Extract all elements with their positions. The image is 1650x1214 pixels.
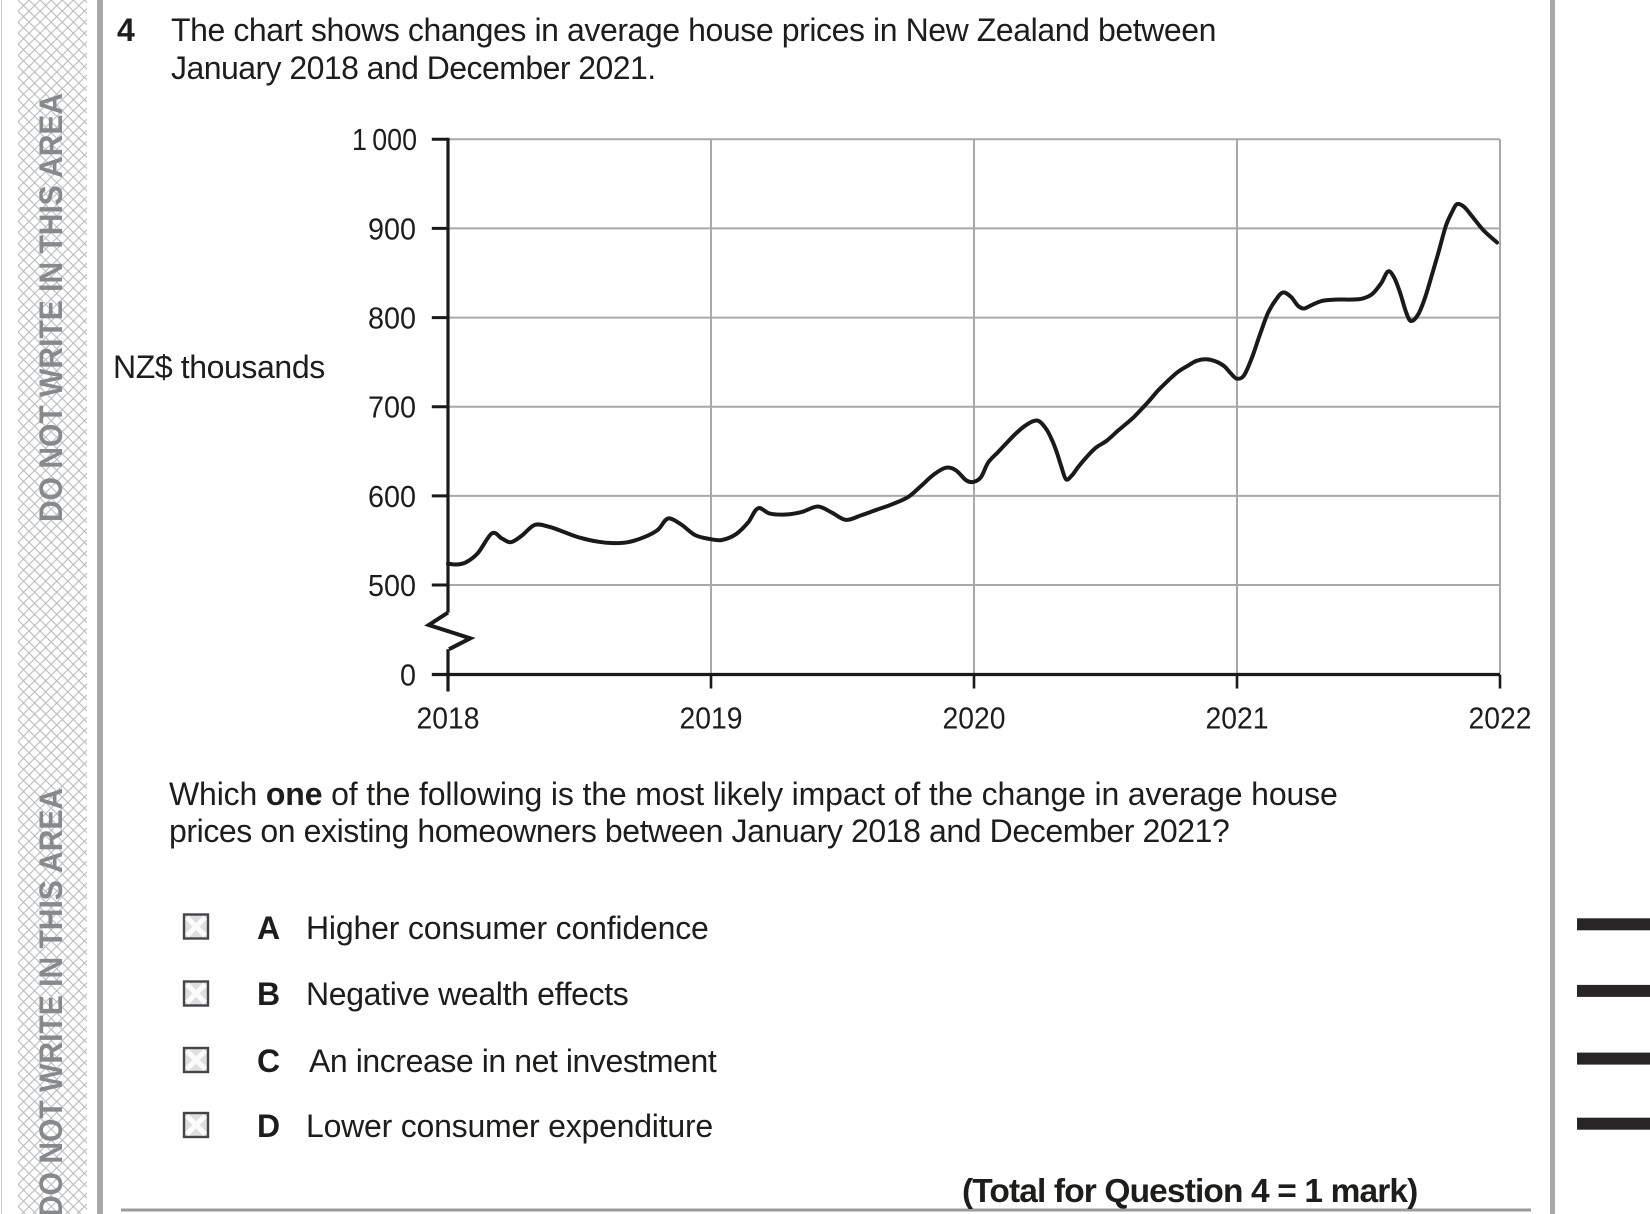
svg-text:1 000: 1 000 (352, 122, 417, 157)
svg-text:2020: 2020 (943, 701, 1006, 736)
svg-text:700: 700 (368, 390, 416, 425)
svg-text:500: 500 (368, 568, 416, 603)
svg-text:2019: 2019 (680, 701, 743, 736)
svg-text:800: 800 (368, 301, 416, 336)
svg-text:2021: 2021 (1206, 701, 1269, 736)
svg-text:2022: 2022 (1469, 701, 1532, 736)
svg-text:900: 900 (368, 211, 416, 246)
svg-text:600: 600 (368, 479, 416, 514)
svg-text:0: 0 (400, 657, 416, 692)
svg-text:2018: 2018 (417, 701, 480, 736)
